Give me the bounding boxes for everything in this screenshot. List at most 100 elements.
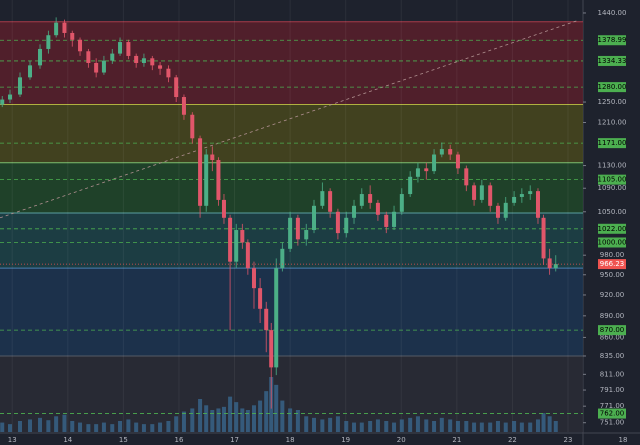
candle-body bbox=[174, 77, 179, 98]
candle-body bbox=[204, 154, 209, 206]
volume-bar bbox=[190, 408, 195, 432]
volume-bar bbox=[415, 416, 420, 432]
volume-bar bbox=[455, 421, 460, 432]
candle-body bbox=[28, 65, 33, 78]
y-tick-label: 860.00 bbox=[600, 333, 625, 341]
volume-bar bbox=[448, 419, 453, 432]
volume-bar bbox=[495, 421, 500, 432]
volume-bar bbox=[94, 424, 99, 432]
candle-body bbox=[54, 22, 59, 36]
candle-body bbox=[190, 114, 195, 139]
candle-body bbox=[547, 258, 552, 269]
candle-body bbox=[312, 205, 317, 231]
candle-body bbox=[464, 168, 469, 186]
level-label-bg bbox=[598, 408, 626, 419]
volume-bar bbox=[86, 424, 91, 432]
current-price-label: 966.23 bbox=[600, 260, 625, 268]
volume-bar bbox=[198, 399, 203, 432]
candle-body bbox=[448, 149, 453, 155]
volume-bar bbox=[352, 422, 357, 432]
volume-bar bbox=[335, 416, 340, 432]
volume-bar bbox=[101, 422, 106, 432]
candle-body bbox=[46, 35, 51, 49]
volume-bar bbox=[399, 419, 404, 432]
volume-bar bbox=[258, 400, 263, 432]
volume-bar bbox=[70, 421, 75, 432]
volume-bar bbox=[216, 408, 221, 432]
candle-body bbox=[126, 42, 131, 56]
y-tick-label: 890.00 bbox=[600, 312, 625, 320]
volume-bar bbox=[375, 419, 380, 432]
volume-bar bbox=[274, 384, 279, 432]
y-tick-label: 751.00 bbox=[600, 419, 625, 427]
candle-body bbox=[280, 248, 285, 269]
candle-body bbox=[264, 308, 269, 331]
candle-body bbox=[251, 268, 256, 289]
volume-bar bbox=[424, 419, 429, 432]
volume-bar bbox=[141, 424, 146, 432]
volume-bar bbox=[344, 421, 349, 432]
candle-body bbox=[110, 53, 115, 61]
x-tick-label: 13 bbox=[8, 436, 17, 444]
candle-body bbox=[415, 168, 420, 177]
y-tick-label: 1050.00 bbox=[598, 208, 627, 216]
candle-body bbox=[320, 191, 325, 206]
x-tick-label: 18 bbox=[286, 436, 295, 444]
candle-body bbox=[528, 191, 533, 195]
y-tick-label: 920.00 bbox=[600, 291, 625, 299]
volume-bar bbox=[54, 416, 59, 432]
level-label-bg bbox=[598, 138, 626, 149]
volume-bar bbox=[359, 422, 364, 432]
candle-body bbox=[78, 39, 83, 52]
candle-body bbox=[158, 65, 163, 69]
y-tick-label: 791.00 bbox=[600, 386, 625, 394]
level-label: 870.00 bbox=[600, 326, 625, 334]
volume-bar bbox=[28, 419, 33, 432]
level-label-bg bbox=[598, 55, 626, 66]
y-tick-label: 1440.00 bbox=[598, 9, 627, 17]
level-label-bg bbox=[598, 35, 626, 46]
zone bbox=[0, 268, 583, 356]
candle-body bbox=[399, 194, 404, 212]
candle-body bbox=[8, 94, 13, 100]
x-tick-label: 20 bbox=[397, 436, 406, 444]
volume-bar bbox=[126, 419, 131, 432]
volume-bar bbox=[464, 421, 469, 432]
level-label: 1000.00 bbox=[598, 238, 627, 246]
x-tick-label: 17 bbox=[230, 436, 239, 444]
volume-bar bbox=[245, 410, 250, 432]
candle-body bbox=[541, 217, 546, 259]
y-tick-label: 811.00 bbox=[600, 370, 625, 378]
candle-body bbox=[70, 32, 75, 40]
candle-body bbox=[384, 214, 389, 227]
time-label: 18 bbox=[619, 436, 628, 444]
x-tick-label: 22 bbox=[508, 436, 517, 444]
volume-bar bbox=[158, 422, 163, 432]
candle-body bbox=[368, 194, 373, 203]
y-tick-label: 950.00 bbox=[600, 271, 625, 279]
candle-body bbox=[0, 99, 5, 105]
candle-body bbox=[512, 196, 517, 203]
candle-body bbox=[295, 217, 300, 240]
candle-body bbox=[141, 58, 146, 63]
candle-body bbox=[335, 211, 340, 234]
volume-bar bbox=[228, 396, 233, 432]
volume-bar bbox=[503, 422, 508, 432]
volume-bar bbox=[280, 400, 285, 432]
level-label-bg bbox=[598, 82, 626, 93]
candle-body bbox=[519, 194, 524, 197]
candle-body bbox=[535, 191, 540, 218]
volume-bar bbox=[210, 410, 215, 432]
candle-body bbox=[352, 205, 357, 218]
candle-body bbox=[198, 138, 203, 206]
candle-body bbox=[269, 330, 274, 368]
volume-bar bbox=[312, 417, 317, 432]
zone bbox=[0, 162, 583, 213]
current-price-bg bbox=[598, 259, 626, 270]
volume-bar bbox=[221, 406, 226, 432]
candle-body bbox=[101, 60, 106, 73]
candle-body bbox=[150, 58, 155, 66]
volume-bar bbox=[118, 421, 123, 432]
y-tick-label: 1090.00 bbox=[598, 184, 627, 192]
